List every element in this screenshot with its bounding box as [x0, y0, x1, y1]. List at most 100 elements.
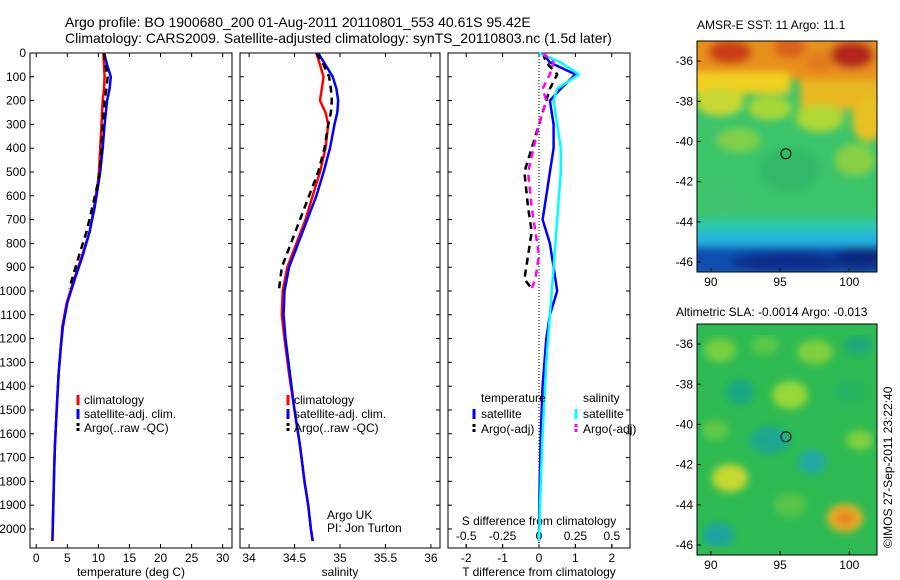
sla-map-title: Altimetric SLA: -0.0014 Argo: -0.013 [676, 305, 868, 319]
depth-tick-label: 200 [6, 94, 26, 108]
sst-y-tick-label: -40 [676, 134, 694, 148]
sla-y-tick-label: -42 [676, 458, 694, 472]
sla-y-tick-label: -46 [676, 538, 694, 552]
temp-series-line-0 [51, 52, 106, 541]
depth-tick-label: 500 [6, 165, 26, 179]
sst-x-tick-label: 100 [839, 275, 859, 289]
sla-map-field [697, 324, 877, 555]
depth-tick-label: 1900 [0, 498, 26, 512]
credit-line-1: Argo UK [327, 508, 372, 522]
depth-tick-label: 0 [19, 46, 26, 60]
sla-argo-location-marker [780, 431, 792, 443]
temp-legend-label: satellite-adj. clim. [84, 407, 176, 421]
diff-x-tick-label: 1 [572, 551, 579, 565]
sal-x-tick-label: 34 [242, 551, 256, 565]
depth-tick-label: 1800 [0, 474, 26, 488]
diff-x-tick-label: 2 [608, 551, 615, 565]
depth-tick-label: 800 [6, 236, 26, 250]
sst-argo-location-marker [780, 148, 792, 160]
diff-series-line-3 [526, 52, 555, 290]
depth-tick-label: 600 [6, 189, 26, 203]
salinity-profile-panel: 34 34.5 35 35.5 36 salinity climatologysatelli… [239, 52, 441, 579]
sal-legend-label: satellite-adj. clim. [294, 407, 386, 421]
sla-y-tick-label: -44 [676, 498, 694, 512]
salinity-diff-tick-label: 0.5 [603, 529, 620, 543]
salinity-diff-tick-label: -0.5 [456, 529, 477, 543]
sal-x-axis-title: salinity [322, 565, 359, 579]
temp-x-tick-label: 0 [33, 551, 40, 565]
sla-map: 90 95 100 -36 -38 -40 -42 -44 -46 [676, 323, 878, 572]
sal-legend-label: Argo(..raw -QC) [294, 421, 379, 435]
temp-x-tick-label: 30 [216, 551, 230, 565]
sla-x-tick-label: 100 [839, 558, 859, 572]
sal-x-tick-label: 34.5 [283, 551, 307, 565]
diff-legend-label: satellite [583, 407, 624, 421]
temp-x-tick-label: 20 [154, 551, 168, 565]
sal-plot-frame [239, 52, 441, 549]
sst-map: 90 95 100 -36 -38 -40 -42 -44 -46 [676, 40, 878, 289]
diff-series-line-1 [523, 52, 559, 290]
temp-x-tick-label: 10 [92, 551, 106, 565]
diff-x-tick-label: 0 [536, 551, 543, 565]
temp-legend-label: Argo(..raw -QC) [84, 421, 169, 435]
sla-map-axes: 90 95 100 -36 -38 -40 -42 -44 -46 [676, 337, 860, 572]
salinity-diff-tick-label: -0.25 [489, 529, 517, 543]
credit-line-2: PI: Jon Turton [327, 521, 402, 535]
sal-x-tick-label: 35.5 [374, 551, 398, 565]
diff-legend-label: Argo(-adj) [481, 422, 534, 436]
depth-tick-label: 1300 [0, 355, 26, 369]
temp-x-axis-title: temperature (deg C) [77, 565, 185, 579]
diff-legend-group-title: temperature [481, 391, 546, 405]
sal-legend-label: climatology [294, 393, 354, 407]
depth-tick-label: 1100 [0, 308, 26, 322]
diff-series-line-2 [537, 51, 581, 541]
sal-x-tick-label: 35 [333, 551, 347, 565]
depth-tick-label: 300 [6, 117, 26, 131]
sst-y-tick-label: -44 [676, 215, 694, 229]
depth-tick-label: 900 [6, 260, 26, 274]
diff-legend-label: satellite [481, 407, 522, 421]
temp-series-line-1 [51, 52, 113, 541]
sst-map-axes: 90 95 100 -36 -38 -40 -42 -44 -46 [676, 54, 860, 289]
depth-tick-label: 1500 [0, 403, 26, 417]
temp-x-tick-label: 25 [185, 551, 199, 565]
depth-tick-label: 1200 [0, 332, 26, 346]
sst-y-tick-label: -42 [676, 175, 694, 189]
temp-series-line-2 [68, 52, 109, 289]
diff-legend-group-title: salinity [583, 391, 620, 405]
sal-series-line-2 [277, 52, 334, 289]
depth-tick-label: 1600 [0, 427, 26, 441]
depth-tick-label: 1700 [0, 451, 26, 465]
sst-map-field [697, 41, 877, 272]
diff-legend-label: Argo(-adj) [583, 422, 636, 436]
temp-x-tick-label: 5 [64, 551, 71, 565]
depth-tick-label: 100 [6, 70, 26, 84]
diff-x-tick-label: -2 [461, 551, 472, 565]
sla-y-tick-label: -38 [676, 377, 694, 391]
temp-x-tick-label: 15 [123, 551, 137, 565]
figure-title-line-2: Climatology: CARS2009. Satellite-adjuste… [65, 30, 612, 46]
sst-map-title: AMSR-E SST: 11 Argo: 11.1 [697, 18, 846, 32]
sla-x-tick-label: 90 [704, 558, 718, 572]
salinity-diff-tick-label: 0.25 [564, 529, 588, 543]
sst-x-tick-label: 90 [704, 275, 718, 289]
sla-y-tick-label: -36 [676, 337, 694, 351]
diff-x-axis-title: T difference from climatology [462, 565, 616, 579]
sla-x-tick-label: 95 [773, 558, 787, 572]
sal-series-line-1 [282, 52, 340, 542]
sst-y-tick-label: -36 [676, 54, 694, 68]
sst-y-tick-label: -38 [676, 94, 694, 108]
temp-legend-label: climatology [84, 393, 144, 407]
depth-tick-label: 400 [6, 141, 26, 155]
figure-title-line-1: Argo profile: BO 1900680_200 01-Aug-2011… [65, 14, 531, 30]
sal-x-tick-label: 36 [424, 551, 438, 565]
imos-timestamp: ©IMOS 27-Sep-2011 23:22:40 [881, 386, 895, 548]
sst-y-tick-label: -46 [676, 255, 694, 269]
sst-x-tick-label: 95 [773, 275, 787, 289]
temp-plot-frame [29, 52, 233, 549]
sla-y-tick-label: -40 [676, 417, 694, 431]
diff-series-line-0 [537, 52, 577, 541]
temperature-profile-panel: 0100200300400500600700800900100011001200… [0, 46, 233, 579]
